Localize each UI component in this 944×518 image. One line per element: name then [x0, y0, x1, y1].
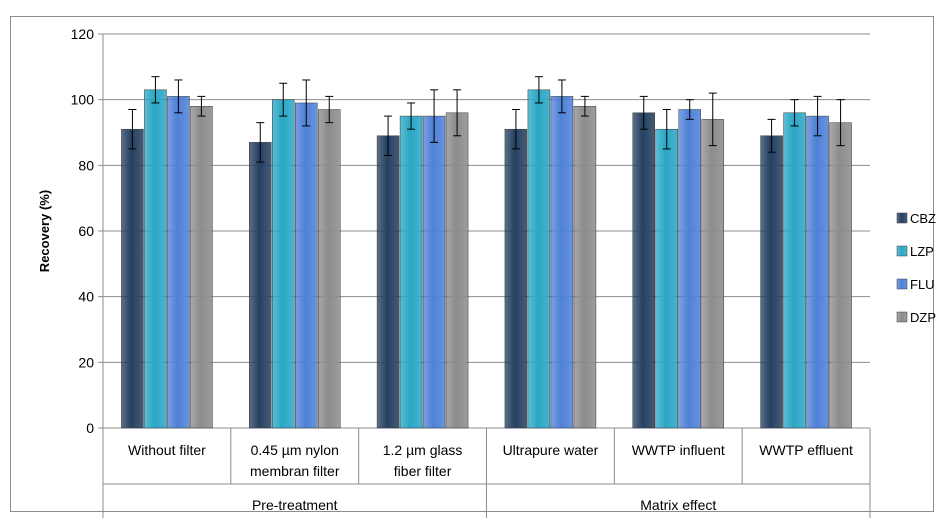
x-group-label: Pre-treatment — [252, 497, 338, 513]
y-axis-title: Recovery (%) — [37, 190, 52, 272]
x-group-label: Matrix effect — [640, 497, 716, 513]
bar-flu — [295, 102, 318, 429]
bar-lzp — [527, 89, 551, 429]
legend-swatch-lzp — [896, 245, 908, 257]
legend-label-lzp: LZP — [910, 244, 934, 259]
x-category-label: fiber filter — [394, 463, 452, 479]
bar-dzp — [318, 109, 341, 429]
bar-lzp — [399, 115, 423, 429]
bar-dzp — [190, 105, 213, 429]
legend-swatch-dzp — [896, 311, 908, 323]
bar-lzp — [272, 99, 295, 429]
bar-lzp — [655, 128, 678, 429]
y-tick-label: 0 — [86, 420, 94, 436]
bar-lzp — [144, 89, 167, 429]
bar-cbz — [121, 128, 144, 429]
bar-dzp — [573, 105, 597, 429]
x-category-label: WWTP influent — [632, 442, 725, 458]
legend-label-dzp: DZP — [910, 310, 936, 325]
bar-cbz — [504, 128, 528, 429]
x-category-label: Without filter — [128, 442, 206, 458]
bar-flu — [678, 109, 701, 429]
x-category-label: 0.45 µm nylon — [251, 442, 339, 458]
legend-swatch-flu — [896, 278, 908, 290]
legend-label-flu: FLU — [910, 277, 935, 292]
x-category-label: 1.2 µm glass — [383, 442, 463, 458]
x-category-label: WWTP effluent — [759, 442, 853, 458]
bar-flu — [167, 96, 190, 429]
bar-cbz — [632, 112, 655, 429]
bar-flu — [422, 115, 446, 429]
bar-cbz — [376, 135, 400, 429]
x-category-label: Ultrapure water — [503, 442, 599, 458]
legend-swatch-cbz — [896, 212, 908, 224]
bar-cbz — [249, 142, 272, 429]
bar-lzp — [783, 112, 806, 429]
bar-cbz — [760, 135, 783, 429]
y-tick-label: 40 — [78, 289, 94, 305]
x-category-label: membran filter — [250, 463, 340, 479]
bar-dzp — [829, 122, 852, 429]
y-tick-label: 60 — [78, 223, 94, 239]
y-tick-label: 120 — [71, 26, 95, 42]
y-tick-label: 80 — [78, 157, 94, 173]
bar-dzp — [445, 112, 469, 429]
bar-dzp — [701, 119, 724, 429]
bar-flu — [550, 96, 574, 429]
y-tick-label: 20 — [78, 354, 94, 370]
legend-label-cbz: CBZ — [910, 211, 936, 226]
y-tick-label: 100 — [71, 92, 95, 108]
bar-flu — [806, 115, 829, 429]
